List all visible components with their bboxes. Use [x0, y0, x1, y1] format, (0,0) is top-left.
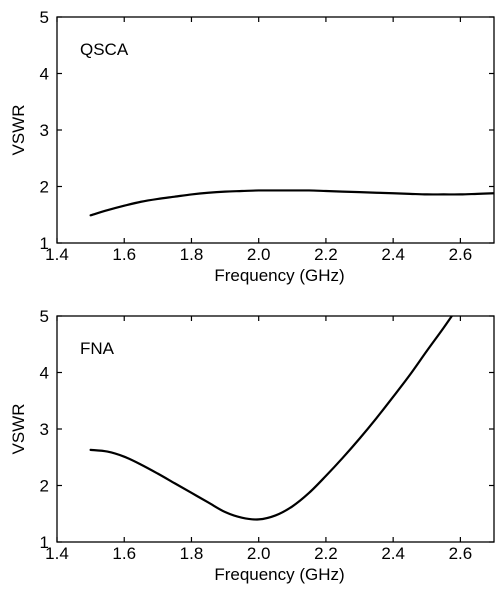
y-axis-label: VSWR — [9, 105, 28, 156]
x-tick-label: 1.4 — [45, 544, 69, 563]
series-line-1 — [89, 316, 454, 521]
x-tick-label: 2.4 — [381, 544, 405, 563]
x-tick-label: 2.0 — [247, 544, 271, 563]
x-tick-label: 1.8 — [180, 245, 204, 264]
y-tick-label: 2 — [40, 178, 49, 197]
chart-panel-2: 1.4 1.6 1.8 2.0 2.2 2.4 2.6 1 2 3 4 5 Frequency (GHz… — [9, 307, 495, 584]
x-tick-label: 1.6 — [112, 245, 136, 264]
y-tick-label: 4 — [40, 364, 49, 383]
y-tick-label: 1 — [40, 533, 49, 552]
y-tick-label: 5 — [40, 307, 49, 326]
x-tick-label: 2.6 — [449, 544, 473, 563]
y-axis-label: VSWR — [9, 404, 28, 455]
y-tick-label: 1 — [40, 234, 49, 253]
x-axis-label: Frequency (GHz) — [214, 266, 344, 285]
x-tick-label: 1.6 — [112, 544, 136, 563]
panel-annotation: FNA — [80, 339, 115, 358]
x-tick-label: 2.4 — [381, 245, 405, 264]
y-tick-label: 2 — [40, 477, 49, 496]
x-tick-label: 1.8 — [180, 544, 204, 563]
y-tick-label: 3 — [40, 121, 49, 140]
x-tick-label: 2.6 — [449, 245, 473, 264]
y-tick-label: 3 — [40, 420, 49, 439]
panel-annotation: QSCA — [80, 40, 129, 59]
x-tick-label: 2.2 — [314, 544, 338, 563]
y-tick-label: 5 — [40, 8, 49, 27]
chart-panel-1: 1.4 1.6 1.8 2.0 2.2 2.4 2.6 1 2 3 4 5 Frequency (GHz… — [9, 8, 495, 285]
x-axis-label: Frequency (GHz) — [214, 565, 344, 584]
x-tick-label: 2.0 — [247, 245, 271, 264]
series-line-1 — [89, 189, 494, 217]
y-tick-label: 4 — [40, 65, 49, 84]
x-tick-label: 2.2 — [314, 245, 338, 264]
x-tick-label: 1.4 — [45, 245, 69, 264]
